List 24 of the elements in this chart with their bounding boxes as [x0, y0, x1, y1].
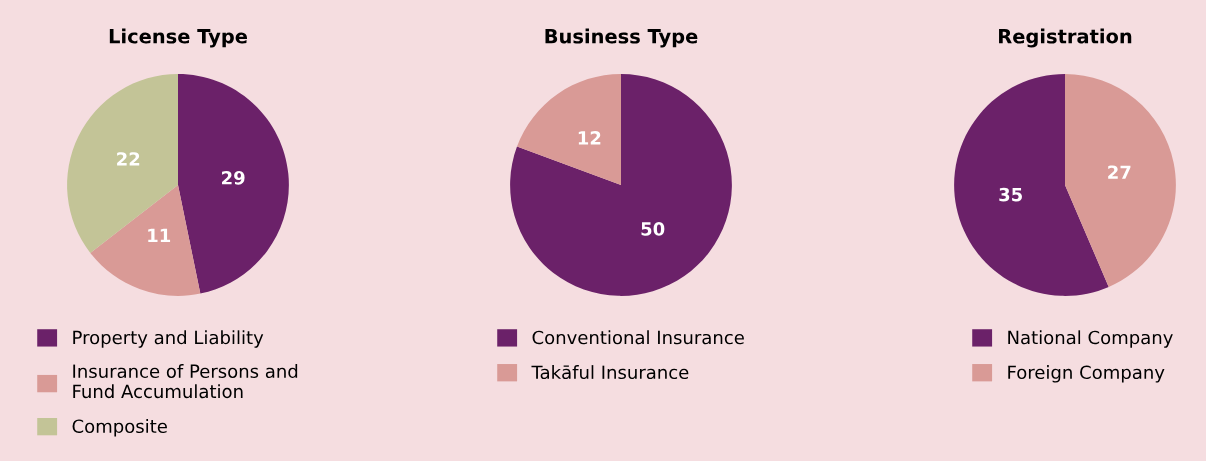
- data-label: 29: [222, 170, 245, 185]
- legend-label: Foreign Company: [1008, 365, 1165, 383]
- pie-slice: [1065, 74, 1176, 287]
- legend-label: Takāful Insurance: [531, 365, 689, 380]
- data-label: 50: [641, 222, 665, 236]
- pie-slice: [517, 74, 621, 185]
- pie-slice: [178, 74, 289, 294]
- data-label: 12: [578, 131, 601, 145]
- legend-label: Composite: [72, 419, 167, 437]
- pie-slice: [510, 74, 732, 296]
- data-label: 35: [999, 187, 1022, 202]
- chart-title: Business Type: [545, 28, 698, 48]
- data-label: 22: [117, 152, 140, 166]
- chart-title: License Type: [109, 28, 247, 48]
- pie-slice: [954, 74, 1109, 296]
- legend-label: Insurance of Persons and Fund Accumulation: [73, 364, 298, 399]
- legend-label: Property and Liability: [73, 330, 264, 348]
- legend-label: National Company: [1008, 330, 1173, 348]
- chart-title: Registration: [999, 28, 1132, 48]
- data-label: 27: [1108, 165, 1131, 179]
- pie-slice: [67, 74, 178, 253]
- data-label: 11: [148, 228, 171, 242]
- pie-slice: [90, 185, 201, 296]
- legend-label: Conventional Insurance: [532, 330, 744, 345]
